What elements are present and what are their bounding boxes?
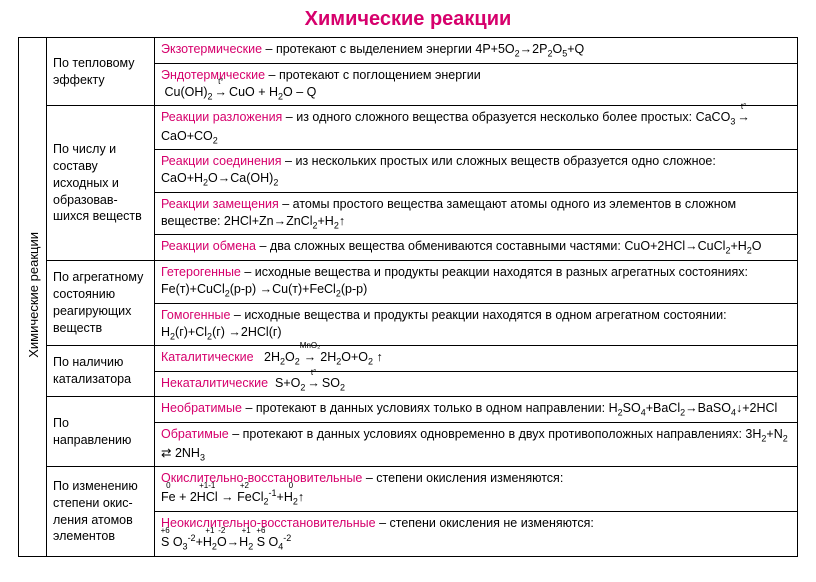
category-cell: По изменению степени окис­ления атомов э…	[47, 467, 155, 556]
vertical-header-label: Химические реакции	[25, 232, 43, 358]
term: Каталитические	[161, 350, 254, 364]
category-cell: По наличию катализатора	[47, 346, 155, 397]
table-row: По направлениюНеобратимые – протекают в …	[19, 397, 798, 423]
definition-cell: Неокислительно-восстановительные – степе…	[155, 512, 798, 557]
definition-cell: Реакции разложения – из одного сложного …	[155, 106, 798, 150]
category-cell: По направлению	[47, 397, 155, 467]
definition-cell: Экзотермические – протекают с выделением…	[155, 38, 798, 64]
definition-cell: Гомогенные – исходные вещества и продукт…	[155, 303, 798, 346]
category-cell: По агрегатно­му состоянию реагирующих ве…	[47, 261, 155, 346]
definition-cell: Реакции обмена – два сложных вещества об…	[155, 235, 798, 261]
table-row: Химические реакцииПо тепловому эффектуЭк…	[19, 38, 798, 64]
category-cell: По числу и составу исходных и образовав­…	[47, 106, 155, 261]
term: Окислительно-восстановительные	[161, 471, 362, 485]
definition-cell: Обратимые – протекают в данных условиях …	[155, 423, 798, 467]
definition-cell: Реакции замещения – атомы простого вещес…	[155, 192, 798, 235]
term: Реакции замещения	[161, 197, 279, 211]
term: Эндотермические	[161, 68, 265, 82]
definition-cell: Некаталитические S+O2→SO2	[155, 371, 798, 397]
table-row: По наличию катализатораКаталитические 2H…	[19, 346, 798, 372]
definition-cell: Гетерогенные – исходные вещества и проду…	[155, 261, 798, 304]
term: Гетерогенные	[161, 265, 241, 279]
term: Некаталитические	[161, 376, 268, 390]
term: Реакции соединения	[161, 154, 282, 168]
vertical-header: Химические реакции	[19, 38, 47, 557]
page-title: Химические реакции	[18, 8, 798, 31]
term: Гомогенные	[161, 308, 230, 322]
term: Экзотермические	[161, 42, 262, 56]
term: Реакции обмена	[161, 239, 256, 253]
table-row: По изменению степени окис­ления атомов э…	[19, 467, 798, 512]
term: Реакции разложения	[161, 110, 282, 124]
table-row: По агрегатно­му состоянию реагирующих ве…	[19, 261, 798, 304]
reactions-table: Химические реакцииПо тепловому эффектуЭк…	[18, 37, 798, 557]
definition-cell: Окислительно-восстановительные – степени…	[155, 467, 798, 512]
term: Неокислительно-восстановительные	[161, 516, 376, 530]
definition-cell: Эндотермические – протекают с поглощение…	[155, 63, 798, 106]
term: Необратимые	[161, 401, 242, 415]
table-row: По числу и составу исходных и образовав­…	[19, 106, 798, 150]
definition-cell: Каталитические 2H2O2→2H2O+O2 ↑	[155, 346, 798, 372]
category-cell: По тепловому эффекту	[47, 38, 155, 106]
definition-cell: Необратимые – протекают в данных условия…	[155, 397, 798, 423]
term: Обратимые	[161, 427, 229, 441]
definition-cell: Реакции соединения – из нескольких прост…	[155, 150, 798, 193]
